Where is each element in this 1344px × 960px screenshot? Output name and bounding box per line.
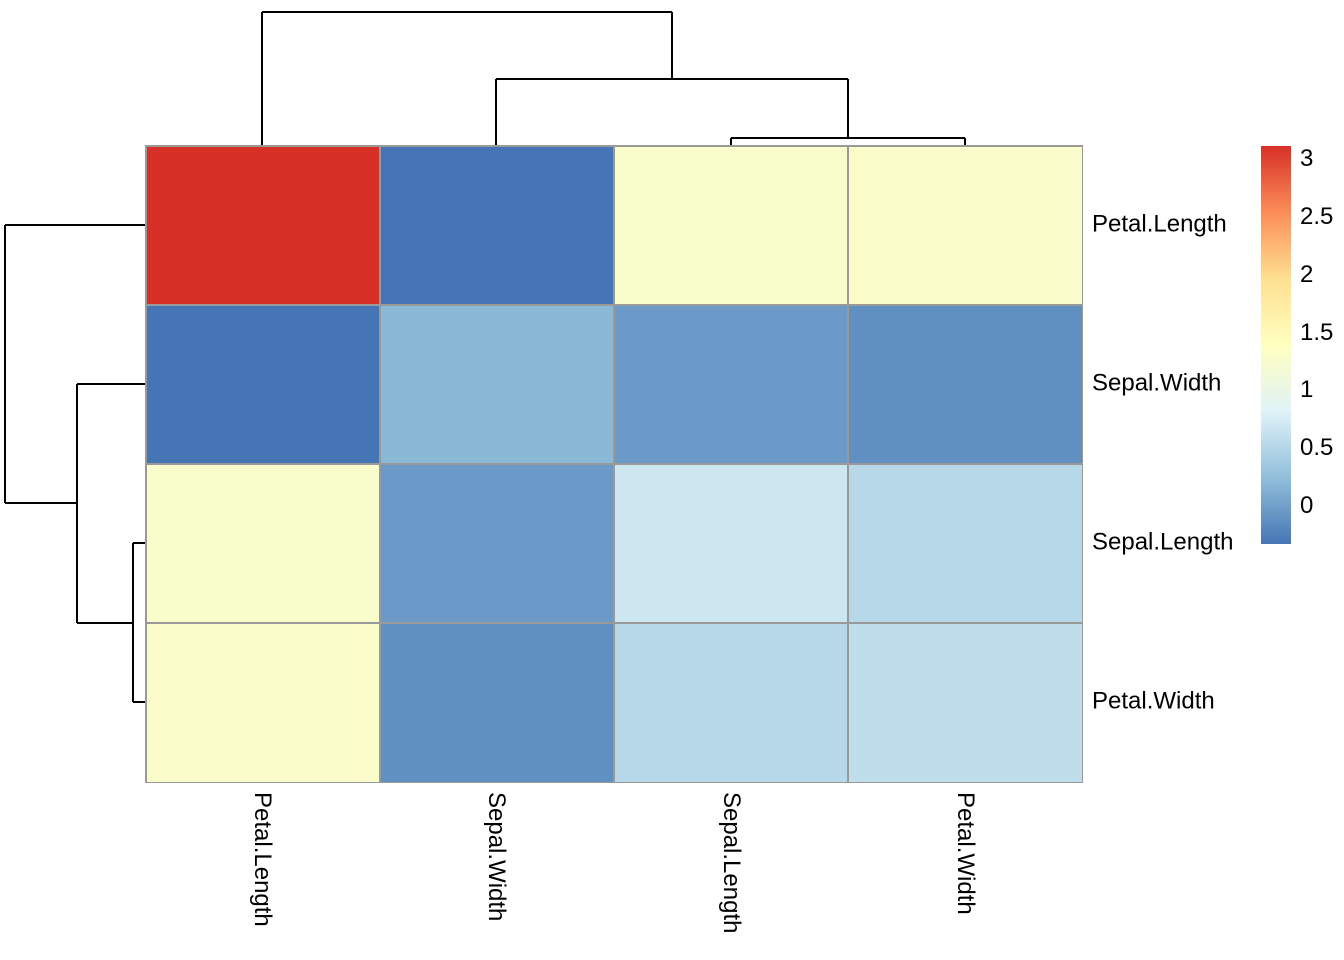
legend-tick-1: 1: [1300, 376, 1314, 403]
heatmap-cell: [146, 305, 380, 464]
heatmap-cell: [380, 305, 614, 464]
heatmap-cell: [614, 464, 848, 623]
col-label-petal-length: Petal.Length: [249, 792, 276, 927]
color-scale-bar: [1261, 146, 1291, 544]
row-label-sepal-length: Sepal.Length: [1092, 528, 1234, 556]
heatmap-cell: [848, 305, 1082, 464]
row-label-sepal-width: Sepal.Width: [1092, 369, 1222, 397]
heatmap-cell: [614, 305, 848, 464]
heatmap-cell: [380, 623, 614, 782]
heatmap-cell: [146, 464, 380, 623]
heatmap-cell: [146, 146, 380, 305]
heatmap-cell: [848, 623, 1082, 782]
heatmap-cell: [380, 146, 614, 305]
legend-tick-2-5: 2.5: [1300, 203, 1334, 230]
col-label-petal-width: Petal.Width: [952, 792, 979, 915]
heatmap-grid: [145, 145, 1083, 783]
col-label-sepal-length: Sepal.Length: [718, 792, 745, 934]
heatmap-cell: [146, 623, 380, 782]
legend-tick-1-5: 1.5: [1300, 319, 1334, 346]
row-label-petal-length: Petal.Length: [1092, 210, 1227, 238]
legend-tick-2: 2: [1300, 261, 1314, 288]
col-label-sepal-width: Sepal.Width: [483, 792, 510, 922]
heatmap-cell: [614, 623, 848, 782]
heatmap-cell: [614, 146, 848, 305]
column-dendrogram: [261, 11, 966, 145]
legend-tick-3: 3: [1300, 145, 1314, 172]
heatmap-cell: [848, 146, 1082, 305]
legend-tick-0-5: 0.5: [1300, 434, 1334, 461]
row-label-petal-width: Petal.Width: [1092, 687, 1215, 715]
heatmap-cell: [848, 464, 1082, 623]
legend-tick-0: 0: [1300, 492, 1314, 519]
row-dendrogram: [4, 224, 145, 703]
heatmap-cell: [380, 464, 614, 623]
